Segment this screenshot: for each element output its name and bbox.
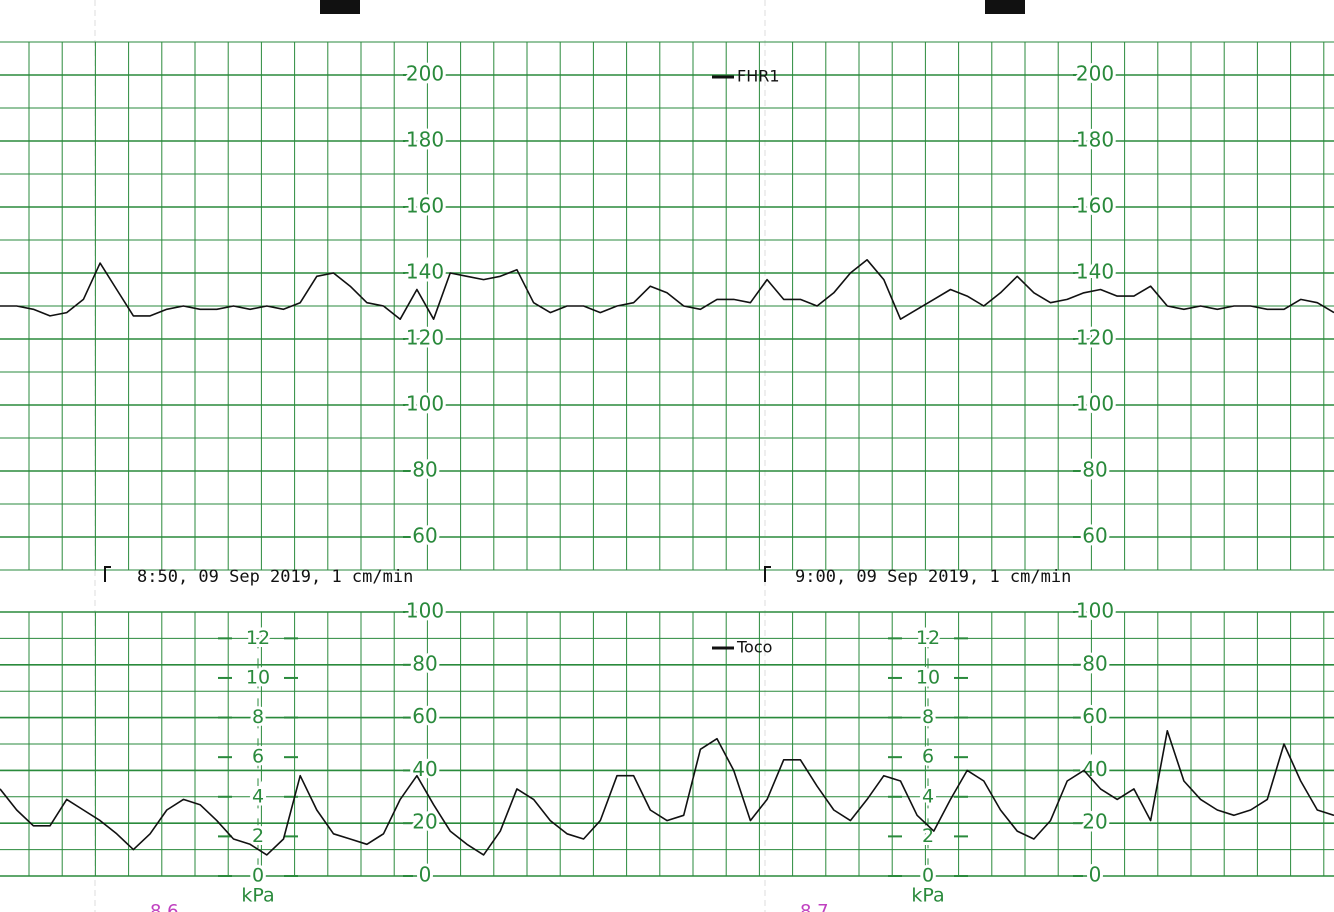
y-tick-label: 60: [412, 704, 437, 728]
y-tick-label: 80: [1082, 458, 1107, 482]
y-tick-label: 0: [419, 863, 432, 887]
page-marker: 8.7: [800, 901, 829, 912]
y2-tick-label: 6: [922, 746, 934, 768]
y-tick-label: 200: [1076, 62, 1114, 86]
y-tick-label: 180: [406, 128, 444, 152]
y-tick-label: 140: [406, 260, 444, 284]
y2-tick-label: 4: [922, 785, 934, 807]
time-annotation: 9:00, 09 Sep 2019, 1 cm/min: [795, 567, 1071, 587]
y2-tick-label: 2: [922, 825, 934, 847]
y2-tick-label: 8: [922, 706, 934, 728]
legend-label: FHR1: [737, 67, 780, 86]
y-tick-label: 20: [1082, 810, 1107, 834]
y2-tick-label: 12: [246, 627, 270, 649]
y-tick-label: 180: [1076, 128, 1114, 152]
y2-tick-label: 6: [252, 746, 264, 768]
y-tick-label: 100: [1076, 392, 1114, 416]
time-arrow: [104, 566, 111, 582]
paper-grid: [0, 41, 1334, 877]
y2-tick-label: 8: [252, 706, 264, 728]
y-tick-label: 120: [406, 326, 444, 350]
y-tick-label: 200: [406, 62, 444, 86]
page-marker: 8.6: [150, 901, 179, 912]
y-tick-label: 80: [412, 651, 437, 675]
y2-tick-label: 4: [252, 785, 264, 807]
y2-tick-label: 2: [252, 825, 264, 847]
time-arrow: [764, 566, 771, 582]
y-tick-label: 80: [1082, 651, 1107, 675]
y-tick-label: 160: [406, 194, 444, 218]
y2-tick-label: 10: [916, 666, 940, 688]
y-tick-label: 100: [406, 599, 444, 623]
y-tick-label: 0: [1089, 863, 1102, 887]
legend-label: Toco: [736, 638, 772, 657]
y-tick-label: 60: [1082, 524, 1107, 548]
print-mark: [985, 0, 1025, 14]
y2-tick-label: 0: [922, 865, 934, 887]
y2-tick-label: 10: [246, 666, 270, 688]
y-tick-label: 60: [1082, 704, 1107, 728]
y-tick-label: 100: [406, 392, 444, 416]
print-mark: [320, 0, 360, 14]
y-tick-label: 160: [1076, 194, 1114, 218]
y-tick-label: 140: [1076, 260, 1114, 284]
y-tick-label: 80: [412, 458, 437, 482]
y-tick-label: 60: [412, 524, 437, 548]
time-annotation: 8:50, 09 Sep 2019, 1 cm/min: [137, 567, 413, 587]
trace: [0, 730, 1334, 856]
y2-axis-label: kPa: [911, 885, 944, 907]
y-tick-label: 40: [1082, 757, 1107, 781]
trace: [0, 259, 1334, 320]
y2-axis-label: kPa: [241, 885, 274, 907]
y2-tick-label: 12: [916, 627, 940, 649]
y-tick-label: 20: [412, 810, 437, 834]
y-tick-label: 100: [1076, 599, 1114, 623]
y-tick-label: 120: [1076, 326, 1114, 350]
y2-tick-label: 0: [252, 865, 264, 887]
